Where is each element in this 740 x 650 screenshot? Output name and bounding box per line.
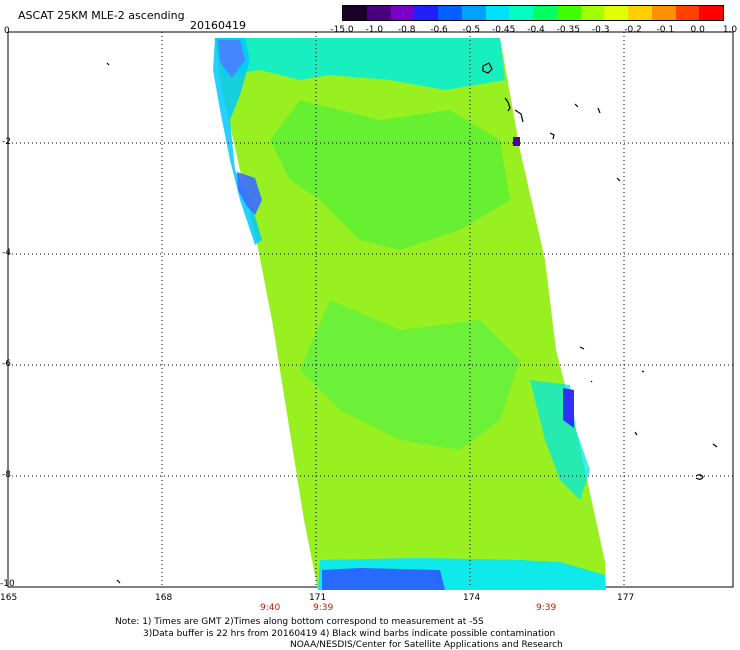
lat-lon-grid [7,32,733,587]
color-scale-segment [699,6,723,20]
island-13 [695,474,704,480]
color-scale-labels: -15.0 -1.0 -0.8 -0.6 -0.5 -0.45 -0.4 -0.35 -0.3 -… [330,25,737,37]
island-7 [616,177,621,182]
swath-green-region [270,100,510,250]
island-11 [634,431,638,436]
island-2 [504,97,511,112]
color-scale-label: -15.0 [330,25,354,35]
color-scale-segment [485,6,510,20]
map-title: ASCAT 25KM MLE-2 ascending [18,9,185,22]
color-scale-segment [438,6,462,20]
island-outlines [106,62,718,584]
swath-north-edge [215,38,505,90]
island-14 [106,62,110,66]
island-1 [482,62,493,74]
swath-blue-patch-w [237,172,262,215]
color-scale-label: -1.0 [365,25,384,35]
color-scale-label: 0.0 [690,25,705,35]
island-4 [549,132,555,140]
map-date: 20160419 [190,19,246,32]
swath-east-cyan [530,380,590,500]
color-scale-segment [390,6,415,20]
island-10 [641,370,645,373]
swath-green-region-2 [300,300,520,450]
color-scale-segment [343,6,367,20]
lat-label: -6 [2,359,11,369]
color-scale-label: -0.1 [656,25,675,35]
color-scale-bar [342,5,724,21]
island-9 [590,380,593,383]
swath-purple-pixel [513,137,520,146]
island-3 [514,109,524,123]
island-8 [579,346,585,350]
lon-label: 177 [617,593,635,603]
swath-west-edge [213,38,262,245]
color-scale-segment [509,6,533,20]
footnote-line-1: Note: 1) Times are GMT 2)Times along bot… [115,617,484,627]
lat-label: -8 [2,470,11,480]
lat-label: -4 [2,248,11,258]
lon-label: 165 [0,593,18,603]
color-scale-label: -0.4 [527,25,545,35]
color-scale-label: -0.6 [430,25,448,35]
color-scale-segment [651,6,676,20]
island-6 [597,107,601,114]
lat-label: 0 [4,26,10,36]
lon-label: 171 [309,593,327,603]
color-scale-label: -0.2 [624,25,642,35]
lon-label: 174 [463,593,481,603]
color-scale-segment [533,6,557,20]
lat-label: -2 [2,137,11,147]
pass-time-label: 9:40 [260,603,281,613]
lon-label: 168 [155,593,173,603]
island-12 [712,443,718,448]
color-scale-label: -0.35 [556,25,580,35]
swath-blue-patch-nw [218,40,245,78]
pass-time-label: 9:39 [536,603,557,613]
color-scale-label: -0.45 [492,25,516,35]
color-scale-segment [461,6,486,20]
color-scale-label: 1.0 [722,25,738,35]
lat-label: -10 [0,579,15,589]
color-scale-segment [604,6,628,20]
color-scale-label: -0.5 [462,25,481,35]
island-5 [574,103,579,108]
color-scale-label: -0.8 [397,25,416,35]
swath-blue-patch-e [563,388,574,428]
color-scale-segment [414,6,438,20]
footnote-line-3: NOAA/NESDIS/Center for Satellite Applica… [290,640,563,650]
color-scale-segment [556,6,581,20]
color-scale-segment [366,6,391,20]
color-scale-segment [580,6,605,20]
pass-time-label: 9:39 [313,603,334,613]
island-15 [116,579,121,584]
swath-blue-patch-s [322,568,445,590]
color-scale-segment [628,6,652,20]
color-scale-label: -0.3 [591,25,610,35]
color-scale-segment [675,6,700,20]
footnote-line-2: 3)Data buffer is 22 hrs from 20160419 4)… [143,629,556,639]
ascat-swath [213,38,606,590]
